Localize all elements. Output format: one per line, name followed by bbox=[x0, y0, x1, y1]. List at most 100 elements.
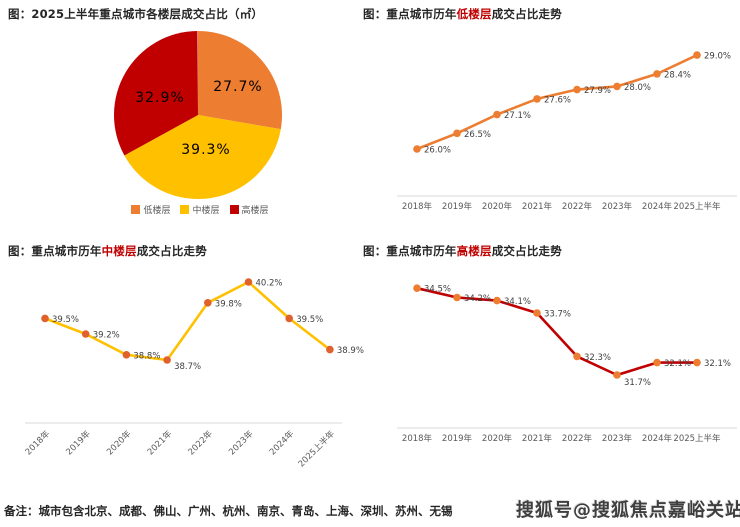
legend-item-high: 高楼层 bbox=[229, 203, 269, 216]
data-point-label: 32.3% bbox=[584, 353, 611, 363]
mid-floor-title-prefix: 图：重点城市历年 bbox=[8, 244, 102, 258]
data-point-marker bbox=[122, 351, 131, 359]
legend-label-low: 低楼层 bbox=[143, 206, 171, 216]
legend-swatch-low-icon bbox=[131, 205, 141, 214]
pie-chart-svg: 27.7% 39.3% 32.9% bbox=[114, 31, 282, 200]
data-point-marker bbox=[613, 371, 621, 379]
data-point-label: 34.2% bbox=[464, 294, 491, 304]
legend-swatch-high-icon bbox=[229, 205, 239, 214]
x-axis-tick-label: 2020年 bbox=[104, 428, 133, 457]
pie-slice-高楼层 bbox=[114, 31, 198, 156]
pie-value-label: 27.7% bbox=[213, 79, 262, 95]
data-point-marker bbox=[204, 299, 212, 307]
data-point-label: 34.5% bbox=[424, 285, 451, 295]
data-point-label: 26.0% bbox=[424, 146, 451, 156]
x-axis-tick-label: 2018年 bbox=[402, 201, 433, 212]
mid-floor-line-chart-svg: 2018年 2019年 2020年 2021年 2022年 2023年 2024年 2025上… bbox=[23, 278, 364, 469]
high-floor-chart-title: 图：重点城市历年高楼层成交占比走势 bbox=[363, 243, 562, 259]
data-point-label: 27.6% bbox=[544, 95, 571, 105]
high-floor-title-highlight: 高楼层 bbox=[456, 244, 492, 258]
data-point-label: 32.1% bbox=[704, 359, 731, 369]
footnote: 备注：城市包含北京、成都、佛山、广州、杭州、南京、青岛、上海、深圳、苏州、无锡 bbox=[4, 504, 453, 518]
pie-legend: 低楼层 中楼层 高楼层 bbox=[90, 203, 310, 216]
x-axis-tick-label: 2022年 bbox=[562, 433, 593, 444]
trend-line bbox=[43, 280, 332, 362]
low-floor-title-highlight: 低楼层 bbox=[456, 7, 492, 21]
data-point-marker bbox=[653, 70, 661, 78]
x-axis-tick-label: 2021年 bbox=[522, 433, 553, 444]
x-axis-tick-label: 2025上半年 bbox=[673, 433, 721, 444]
mid-floor-chart-title: 图：重点城市历年中楼层成交占比走势 bbox=[8, 243, 207, 259]
legend-swatch-mid-icon bbox=[180, 205, 190, 214]
data-point-marker bbox=[163, 356, 171, 364]
x-axis-tick-label: 2020年 bbox=[482, 201, 513, 212]
x-axis-tick-label: 2024年 bbox=[267, 428, 296, 457]
data-point-label: 28.4% bbox=[664, 70, 691, 80]
legend-item-low: 低楼层 bbox=[131, 203, 170, 216]
high-floor-line-chart-svg: 2018年 2019年 2020年 2021年 2022年 2023年 2024年 2025上… bbox=[397, 284, 737, 444]
x-axis-tick-label: 2024年 bbox=[642, 201, 673, 212]
data-point-marker bbox=[493, 296, 501, 305]
data-point-label: 26.5% bbox=[464, 130, 491, 140]
data-point-label: 29.0% bbox=[704, 52, 731, 62]
high-floor-title-suffix: 成交占比走势 bbox=[491, 244, 562, 258]
x-axis-tick-label: 2025上半年 bbox=[673, 201, 721, 212]
trend-line bbox=[415, 53, 699, 151]
x-axis-tick-label: 2021年 bbox=[522, 201, 553, 212]
pie-value-label: 39.3% bbox=[181, 142, 230, 158]
data-point-label: 39.5% bbox=[52, 315, 79, 325]
x-axis-tick-label: 2018年 bbox=[23, 428, 52, 457]
x-axis-tick-label: 2019年 bbox=[64, 428, 93, 457]
x-axis-tick-label: 2019年 bbox=[442, 201, 473, 212]
x-axis-tick-label: 2023年 bbox=[602, 201, 633, 212]
data-point-label: 39.8% bbox=[215, 299, 242, 309]
mid-floor-title-suffix: 成交占比走势 bbox=[136, 244, 207, 258]
data-point-label: 27.9% bbox=[584, 86, 611, 96]
data-point-marker bbox=[533, 309, 541, 317]
data-point-label: 34.1% bbox=[504, 297, 531, 307]
watermark-text: 搜狐号@搜狐焦点嘉峪关站 bbox=[516, 500, 740, 521]
data-point-marker bbox=[613, 82, 621, 91]
data-point-label: 40.2% bbox=[256, 279, 283, 289]
trend-line bbox=[415, 286, 699, 377]
legend-label-mid: 中楼层 bbox=[192, 206, 220, 216]
low-floor-line-chart-svg: 2018年 2019年 2020年 2021年 2022年 2023年 2024年 2025上… bbox=[397, 51, 737, 212]
data-point-marker bbox=[573, 85, 581, 94]
data-point-label: 27.1% bbox=[504, 111, 531, 121]
data-point-label: 28.0% bbox=[624, 83, 651, 93]
x-axis-tick-label: 2022年 bbox=[186, 428, 215, 457]
x-axis-tick-label: 2020年 bbox=[482, 433, 513, 444]
data-point-marker bbox=[573, 352, 581, 361]
x-axis-tick-label: 2024年 bbox=[642, 433, 673, 444]
x-axis-tick-label: 2021年 bbox=[145, 428, 174, 457]
data-point-label: 31.7% bbox=[624, 378, 651, 388]
data-point-marker bbox=[653, 358, 661, 367]
data-point-label: 39.2% bbox=[93, 331, 120, 341]
x-axis-tick-label: 2019年 bbox=[442, 433, 473, 444]
data-point-marker bbox=[413, 284, 421, 292]
data-point-marker bbox=[413, 145, 421, 153]
data-point-marker bbox=[693, 358, 701, 367]
data-point-marker bbox=[81, 330, 90, 338]
data-point-label: 33.7% bbox=[544, 310, 571, 320]
data-point-marker bbox=[493, 110, 501, 119]
data-point-marker bbox=[326, 345, 334, 354]
data-point-label: 38.9% bbox=[337, 346, 364, 356]
x-axis-tick-label: 2022年 bbox=[562, 201, 593, 212]
legend-label-high: 高楼层 bbox=[241, 206, 269, 216]
data-point-marker bbox=[453, 129, 461, 138]
pie-slice-低楼层 bbox=[198, 31, 282, 130]
data-point-marker bbox=[533, 95, 541, 103]
data-point-marker bbox=[285, 314, 294, 323]
x-axis-tick-label: 2025上半年 bbox=[296, 428, 337, 469]
low-floor-chart-title: 图：重点城市历年低楼层成交占比走势 bbox=[363, 6, 562, 22]
data-point-marker bbox=[453, 293, 461, 302]
data-point-label: 38.7% bbox=[174, 362, 201, 372]
data-point-label: 39.5% bbox=[296, 315, 323, 325]
x-axis-tick-label: 2018年 bbox=[402, 433, 433, 444]
data-point-label: 32.1% bbox=[664, 359, 691, 369]
legend-item-mid: 中楼层 bbox=[180, 203, 220, 216]
data-point-marker bbox=[244, 278, 253, 286]
low-floor-title-prefix: 图：重点城市历年 bbox=[363, 7, 457, 21]
